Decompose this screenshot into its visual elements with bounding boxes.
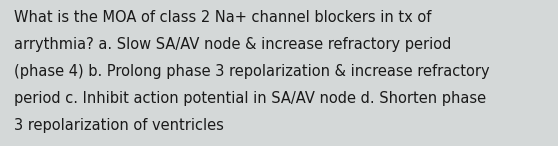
- Text: 3 repolarization of ventricles: 3 repolarization of ventricles: [14, 118, 224, 133]
- Text: (phase 4) b. Prolong phase 3 repolarization & increase refractory: (phase 4) b. Prolong phase 3 repolarizat…: [14, 64, 489, 79]
- Text: period c. Inhibit action potential in SA/AV node d. Shorten phase: period c. Inhibit action potential in SA…: [14, 91, 486, 106]
- Text: arrythmia? a. Slow SA/AV node & increase refractory period: arrythmia? a. Slow SA/AV node & increase…: [14, 37, 451, 52]
- Text: What is the MOA of class 2 Na+ channel blockers in tx of: What is the MOA of class 2 Na+ channel b…: [14, 10, 431, 25]
